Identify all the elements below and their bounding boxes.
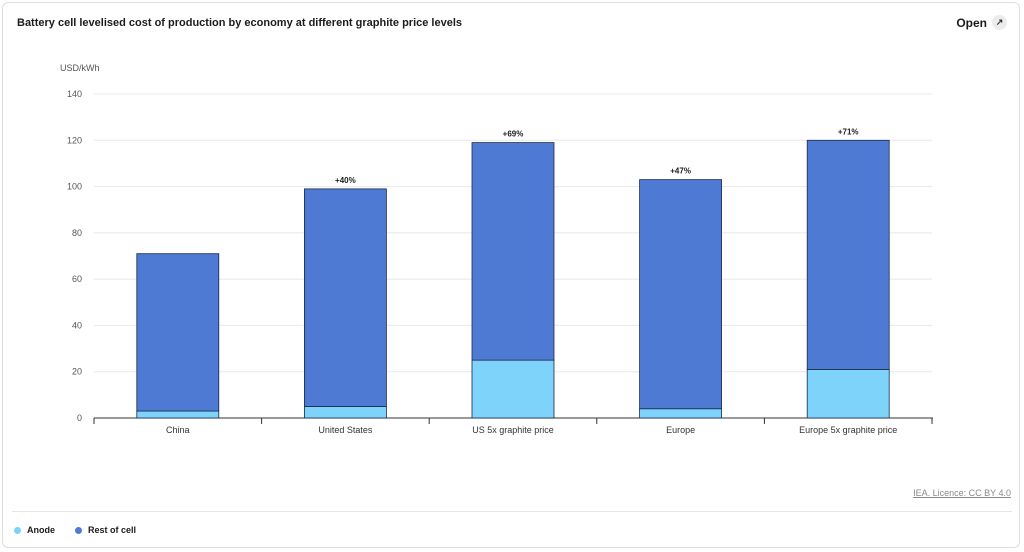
x-tick-label: US 5x graphite price [472, 425, 554, 435]
y-tick-label: 60 [72, 274, 82, 284]
bar-anode [639, 408, 722, 419]
bar-annotation: +71% [838, 127, 859, 136]
licence-link[interactable]: IEA. Licence: CC BY 4.0 [913, 488, 1011, 498]
bar-anode [136, 410, 220, 419]
y-tick-label: 100 [67, 182, 82, 192]
bar-rest-of-cell [806, 139, 890, 370]
bar-annotation: +40% [335, 176, 356, 185]
x-tick-label: Europe [666, 425, 695, 435]
y-tick-label: 120 [67, 135, 82, 145]
legend-item-anode[interactable]: Anode [14, 525, 55, 535]
y-tick-label: 40 [72, 320, 82, 330]
bar-rest-of-cell [136, 253, 220, 412]
legend-label-rest-of-cell: Rest of cell [88, 525, 137, 535]
bar-annotation: +47% [670, 167, 691, 176]
bar-chart: USD/kWh 0 20 40 60 80 100 120 140 China +40% United… [60, 63, 933, 435]
bar-anode [806, 368, 890, 419]
bar-anode [471, 359, 555, 419]
bar-annotation: +69% [503, 130, 524, 139]
anode-swatch-icon [14, 526, 21, 534]
legend: Anode Rest of cell [14, 525, 136, 535]
bar-anode [303, 406, 387, 419]
legend-label-anode: Anode [27, 525, 55, 535]
open-label: Open [956, 15, 987, 30]
bar-rest-of-cell [639, 179, 722, 410]
y-tick-label: 80 [72, 228, 82, 238]
bar-rest-of-cell [471, 142, 555, 361]
expand-arrows-icon: ↗ [992, 15, 1007, 30]
y-tick-label: 0 [77, 413, 82, 423]
chart-title: Battery cell levelised cost of productio… [17, 17, 463, 29]
rest-of-cell-swatch-icon [75, 526, 82, 534]
legend-item-rest-of-cell[interactable]: Rest of cell [75, 525, 136, 535]
x-tick-label: Europe 5x graphite price [799, 425, 897, 435]
y-tick-label: 20 [72, 367, 82, 377]
legend-divider [12, 511, 1012, 512]
open-button[interactable]: Open ↗ [956, 15, 1007, 30]
x-tick-label: United States [318, 425, 373, 435]
x-tick-label: China [166, 425, 190, 435]
y-axis-label: USD/kWh [60, 63, 100, 73]
bar-rest-of-cell [303, 188, 387, 407]
y-tick-label: 140 [67, 89, 82, 99]
